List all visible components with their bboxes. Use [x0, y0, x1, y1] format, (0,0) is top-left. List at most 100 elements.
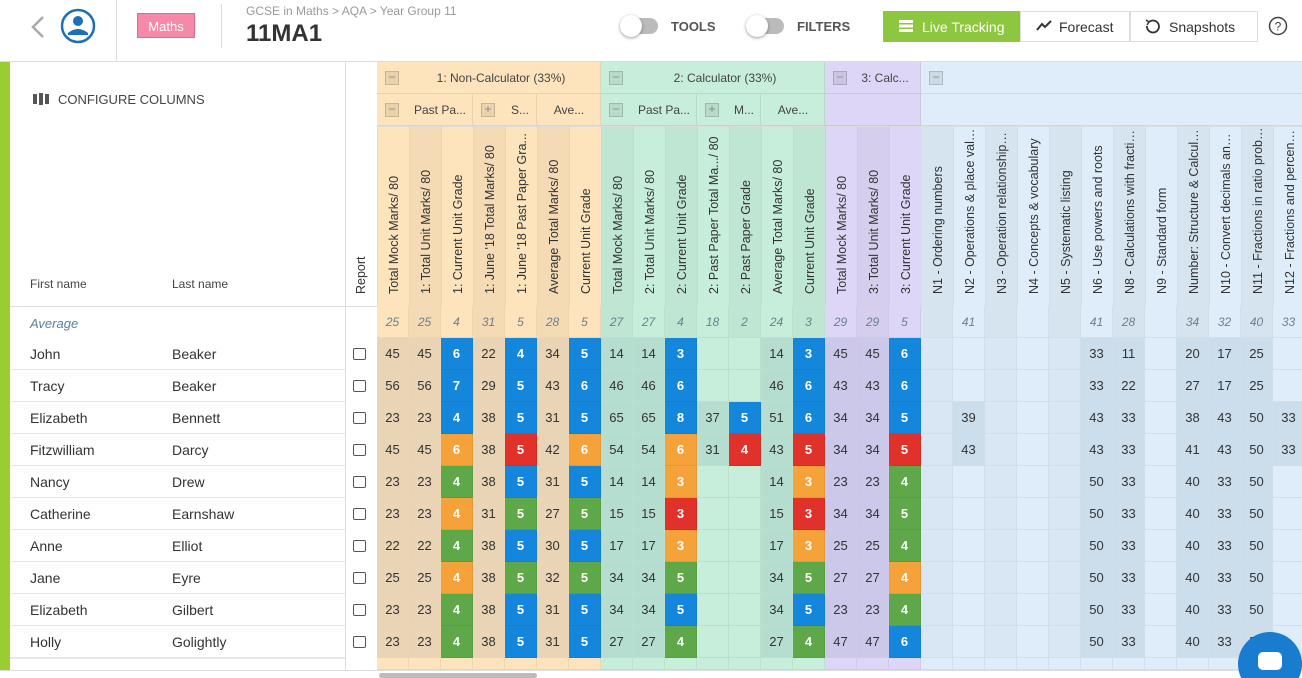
subgroup-label[interactable]: S...: [510, 103, 529, 117]
report-button[interactable]: [353, 348, 366, 360]
configure-columns[interactable]: CONFIGURE COLUMNS: [58, 92, 205, 107]
column-header[interactable]: Current Unit Grade: [569, 126, 601, 306]
column-header[interactable]: N11 - Fractions in ratio problems: [1241, 126, 1273, 306]
cell: [985, 530, 1017, 562]
group-toggle[interactable]: −: [833, 71, 847, 85]
report-button[interactable]: [353, 412, 366, 424]
chat-button[interactable]: [1238, 630, 1302, 678]
column-header[interactable]: Total Mock Marks/ 80: [825, 126, 857, 306]
subgroup-header: [601, 94, 697, 126]
cell: [1017, 498, 1049, 530]
column-header[interactable]: N8 - Calculations with fractions ...: [1113, 126, 1145, 306]
column-header[interactable]: N12 - Fractions and percentages: [1273, 126, 1302, 306]
subgroup-toggle[interactable]: −: [385, 103, 399, 117]
cell: 34: [857, 498, 889, 530]
avatar[interactable]: [60, 8, 96, 44]
column-header[interactable]: 2: Past Paper Grade: [729, 126, 761, 306]
cell: [985, 402, 1017, 434]
cell: 50: [1241, 434, 1273, 466]
column-header[interactable]: 1: Current Unit Grade: [441, 126, 473, 306]
svg-text:?: ?: [1275, 20, 1282, 34]
column-header[interactable]: 2: Current Unit Grade: [665, 126, 697, 306]
column-header[interactable]: N1 - Ordering numbers: [921, 126, 953, 306]
column-header[interactable]: 1: June '18 Past Paper Gra...: [505, 126, 537, 306]
subgroup-label[interactable]: Past Pa...: [413, 103, 467, 117]
header-first-name[interactable]: First name: [30, 277, 87, 291]
cell: 3: [793, 530, 825, 562]
subgroup-label[interactable]: M...: [734, 103, 754, 117]
cell: 27: [761, 626, 793, 658]
cell: [953, 530, 985, 562]
scrollbar[interactable]: [379, 673, 537, 678]
subgroup-label[interactable]: Past Pa...: [637, 103, 691, 117]
column-header[interactable]: Average Total Marks/ 80: [537, 126, 569, 306]
footer-line: [0, 670, 1302, 678]
column-header[interactable]: N2 - Operations & place values: [953, 126, 985, 306]
report-button[interactable]: [353, 604, 366, 616]
cell: 17: [1209, 338, 1241, 370]
cell: [953, 370, 985, 402]
group-toggle[interactable]: −: [929, 71, 943, 85]
column-header[interactable]: N10 - Convert decimals and frac...: [1209, 126, 1241, 306]
report-button[interactable]: [353, 476, 366, 488]
row: [10, 370, 345, 402]
report-button[interactable]: [353, 540, 366, 552]
cell: 38: [473, 530, 505, 562]
column-header[interactable]: Current Unit Grade: [793, 126, 825, 306]
column-header[interactable]: N9 - Standard form: [1145, 126, 1177, 306]
cell: 29: [473, 370, 505, 402]
toggle-label[interactable]: TOOLS: [671, 19, 716, 34]
column-header[interactable]: N4 - Concepts & vocabulary: [1017, 126, 1049, 306]
breadcrumb[interactable]: GCSE in Maths > AQA > Year Group 11: [246, 4, 457, 18]
column-header[interactable]: N5 - Systematic listing: [1049, 126, 1081, 306]
group-header: [377, 62, 601, 94]
subgroup-toggle[interactable]: +: [481, 103, 495, 117]
cell: 23: [409, 466, 441, 498]
column-header[interactable]: 1: Total Unit Marks/ 80: [409, 126, 441, 306]
report-button[interactable]: [353, 508, 366, 520]
header-last-name[interactable]: Last name: [172, 277, 229, 291]
average-cell: [1145, 306, 1177, 338]
subgroup-label[interactable]: Ave...: [777, 103, 809, 117]
cell: 25: [857, 530, 889, 562]
column-header[interactable]: Total Mock Marks/ 80: [601, 126, 633, 306]
report-button[interactable]: [353, 636, 366, 648]
subgroup-label[interactable]: Ave...: [553, 103, 585, 117]
group-toggle[interactable]: −: [385, 71, 399, 85]
toggle-label[interactable]: FILTERS: [797, 19, 851, 34]
cell: 5: [569, 594, 601, 626]
column-header[interactable]: Total Mock Marks/ 80: [377, 126, 409, 306]
column-header[interactable]: Average Total Marks/ 80: [761, 126, 793, 306]
help-button[interactable]: ?: [1268, 16, 1288, 36]
column-header[interactable]: 2: Past Paper Total Ma.../ 80: [697, 126, 729, 306]
view-button[interactable]: Forecast: [1020, 11, 1130, 42]
cell: 34: [825, 402, 857, 434]
group-toggle[interactable]: −: [609, 71, 623, 85]
report-button[interactable]: [353, 572, 366, 584]
column-header[interactable]: 3: Current Unit Grade: [889, 126, 921, 306]
subject-badge[interactable]: Maths: [137, 13, 195, 38]
row: [10, 594, 345, 626]
back-button[interactable]: [28, 14, 48, 40]
column-header[interactable]: N6 - Use powers and roots: [1081, 126, 1113, 306]
subgroup-toggle[interactable]: +: [705, 103, 719, 117]
report-button[interactable]: [353, 380, 366, 392]
cell: 5: [793, 594, 825, 626]
average-cell: 27: [633, 306, 665, 338]
column-header[interactable]: 2: Total Unit Marks/ 80: [633, 126, 665, 306]
cell: 4: [793, 626, 825, 658]
cell: [537, 658, 569, 670]
column-header[interactable]: 1: June '18 Total Marks/ 80: [473, 126, 505, 306]
cell: [1145, 594, 1177, 626]
cell: 25: [1241, 338, 1273, 370]
cell: [921, 338, 953, 370]
column-header[interactable]: Number: Structure & Calculatio...: [1177, 126, 1209, 306]
view-button[interactable]: Snapshots: [1130, 11, 1258, 42]
column-header[interactable]: N3 - Operation relationships & ...: [985, 126, 1017, 306]
cell: 4: [729, 434, 761, 466]
cell: 5: [793, 434, 825, 466]
cell: 45: [377, 434, 409, 466]
subgroup-toggle[interactable]: −: [609, 103, 623, 117]
report-button[interactable]: [353, 444, 366, 456]
column-header[interactable]: 3: Total Unit Marks/ 80: [857, 126, 889, 306]
